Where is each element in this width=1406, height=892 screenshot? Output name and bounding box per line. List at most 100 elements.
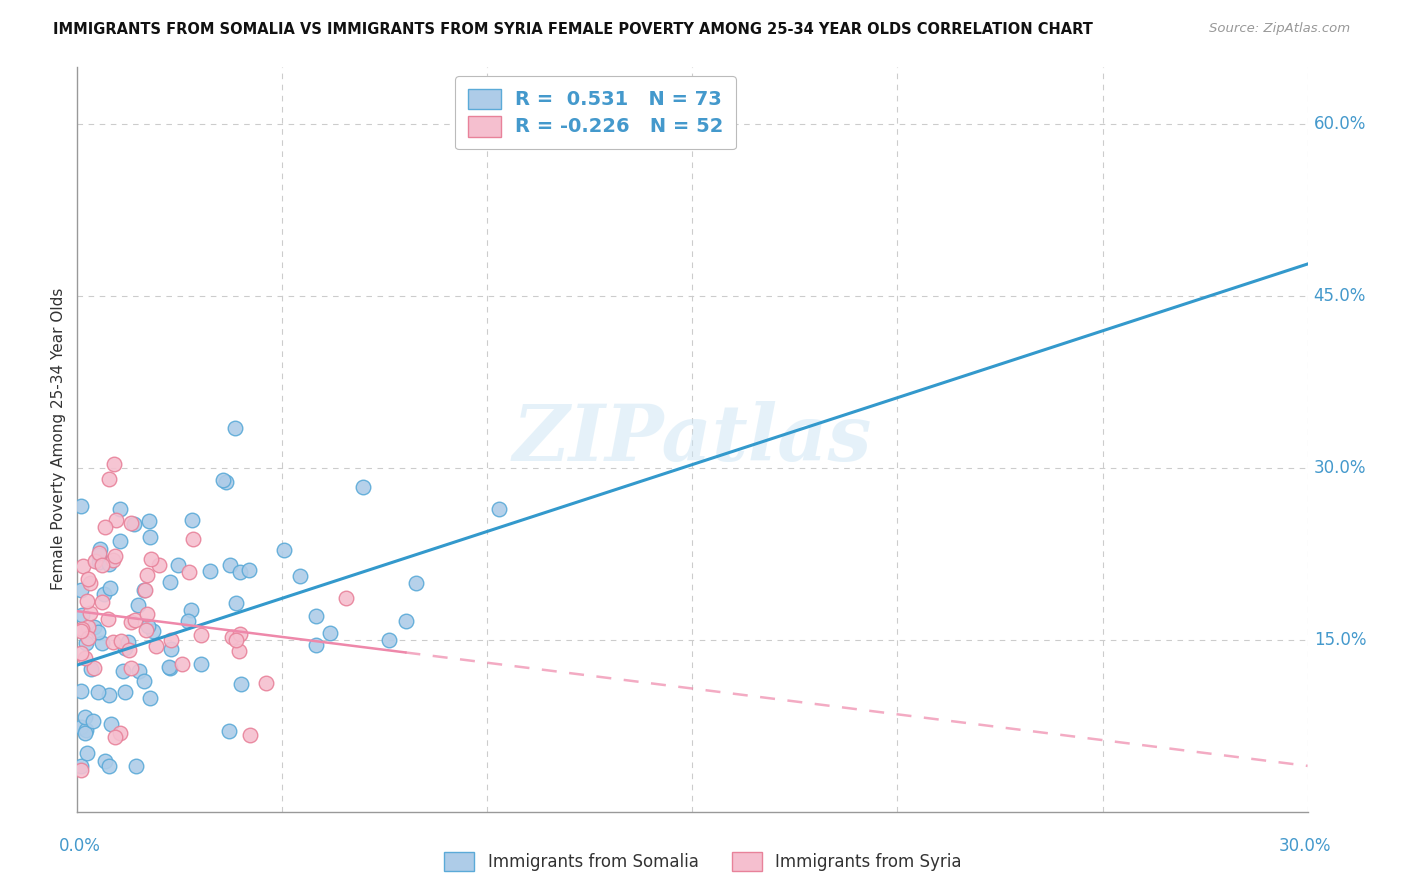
Point (120, 615, 142, 630)
Point (73, 726, 96, 740)
Point (319, 626, 342, 640)
Point (94, 754, 117, 768)
Point (335, 591, 357, 606)
Point (228, 643, 250, 657)
Point (159, 642, 181, 657)
Point (215, 475, 238, 490)
Point (405, 575, 427, 590)
Point (170, 657, 193, 671)
Point (83, 660, 105, 674)
Point (97, 472, 120, 486)
Point (73, 650, 96, 665)
Point (231, 677, 253, 691)
Point (87, 685, 110, 699)
Point (70, 500, 93, 514)
Point (84, 554, 107, 568)
Point (70, 607, 93, 622)
Point (101, 552, 124, 566)
Point (90, 636, 112, 650)
Point (104, 513, 127, 527)
Point (87, 555, 110, 569)
Point (104, 730, 127, 744)
Point (159, 575, 181, 590)
Point (136, 607, 159, 621)
Text: ZIPatlas: ZIPatlas (513, 401, 872, 477)
Point (70, 624, 93, 638)
Point (225, 633, 247, 648)
Point (120, 661, 142, 675)
Point (70, 622, 93, 636)
Point (180, 603, 202, 617)
Point (70, 763, 93, 777)
Point (79, 607, 101, 621)
Point (136, 619, 159, 633)
Point (120, 516, 142, 530)
Point (224, 421, 246, 435)
Point (134, 582, 156, 597)
Point (221, 630, 243, 644)
Point (101, 635, 124, 649)
Point (114, 685, 136, 699)
Point (190, 627, 212, 641)
Point (111, 665, 134, 679)
Point (77, 631, 100, 645)
Point (138, 514, 160, 528)
Point (139, 691, 162, 706)
Legend: R =  0.531   N = 73, R = -0.226   N = 52: R = 0.531 N = 73, R = -0.226 N = 52 (456, 76, 735, 149)
Point (181, 533, 204, 547)
Point (91, 558, 114, 572)
Point (157, 659, 180, 673)
Point (72, 559, 94, 574)
Point (254, 675, 277, 690)
Point (352, 480, 374, 494)
Point (73, 710, 96, 724)
Point (211, 473, 233, 487)
Point (87, 625, 110, 640)
Point (160, 632, 183, 647)
Text: 45.0%: 45.0% (1313, 287, 1367, 305)
Point (76, 593, 98, 607)
Point (70, 759, 93, 773)
Point (128, 664, 150, 678)
Point (135, 623, 157, 637)
Text: 0.0%: 0.0% (59, 837, 101, 855)
Y-axis label: Female Poverty Among 25-34 Year Olds: Female Poverty Among 25-34 Year Olds (51, 288, 66, 591)
Point (104, 549, 127, 564)
Point (117, 635, 139, 649)
Point (127, 599, 149, 613)
Point (80, 662, 103, 676)
Point (118, 642, 141, 657)
Point (100, 717, 122, 731)
Point (114, 640, 136, 655)
Point (145, 639, 167, 653)
Text: 30.0%: 30.0% (1313, 459, 1367, 477)
Point (136, 568, 159, 582)
Point (75, 636, 97, 650)
Point (125, 759, 148, 773)
Point (70, 647, 93, 661)
Text: IMMIGRANTS FROM SOMALIA VS IMMIGRANTS FROM SYRIA FEMALE POVERTY AMONG 25-34 YEAR: IMMIGRANTS FROM SOMALIA VS IMMIGRANTS FR… (53, 22, 1094, 37)
Point (305, 608, 328, 623)
Point (97, 557, 120, 571)
Point (141, 551, 163, 566)
Point (108, 501, 131, 516)
Point (93, 587, 115, 601)
Point (176, 614, 198, 628)
Point (273, 543, 295, 558)
Point (229, 565, 252, 579)
Point (167, 558, 190, 572)
Point (89, 541, 111, 556)
Point (98, 688, 121, 702)
Point (148, 558, 170, 572)
Point (75, 723, 97, 737)
Text: 60.0%: 60.0% (1313, 115, 1367, 133)
Point (134, 673, 156, 688)
Text: 30.0%: 30.0% (1278, 837, 1331, 855)
Point (219, 558, 242, 573)
Point (87, 548, 110, 562)
Point (228, 627, 250, 641)
Point (90, 595, 112, 609)
Point (134, 582, 156, 597)
Legend: Immigrants from Somalia, Immigrants from Syria: Immigrants from Somalia, Immigrants from… (436, 843, 970, 880)
Point (76, 572, 98, 586)
